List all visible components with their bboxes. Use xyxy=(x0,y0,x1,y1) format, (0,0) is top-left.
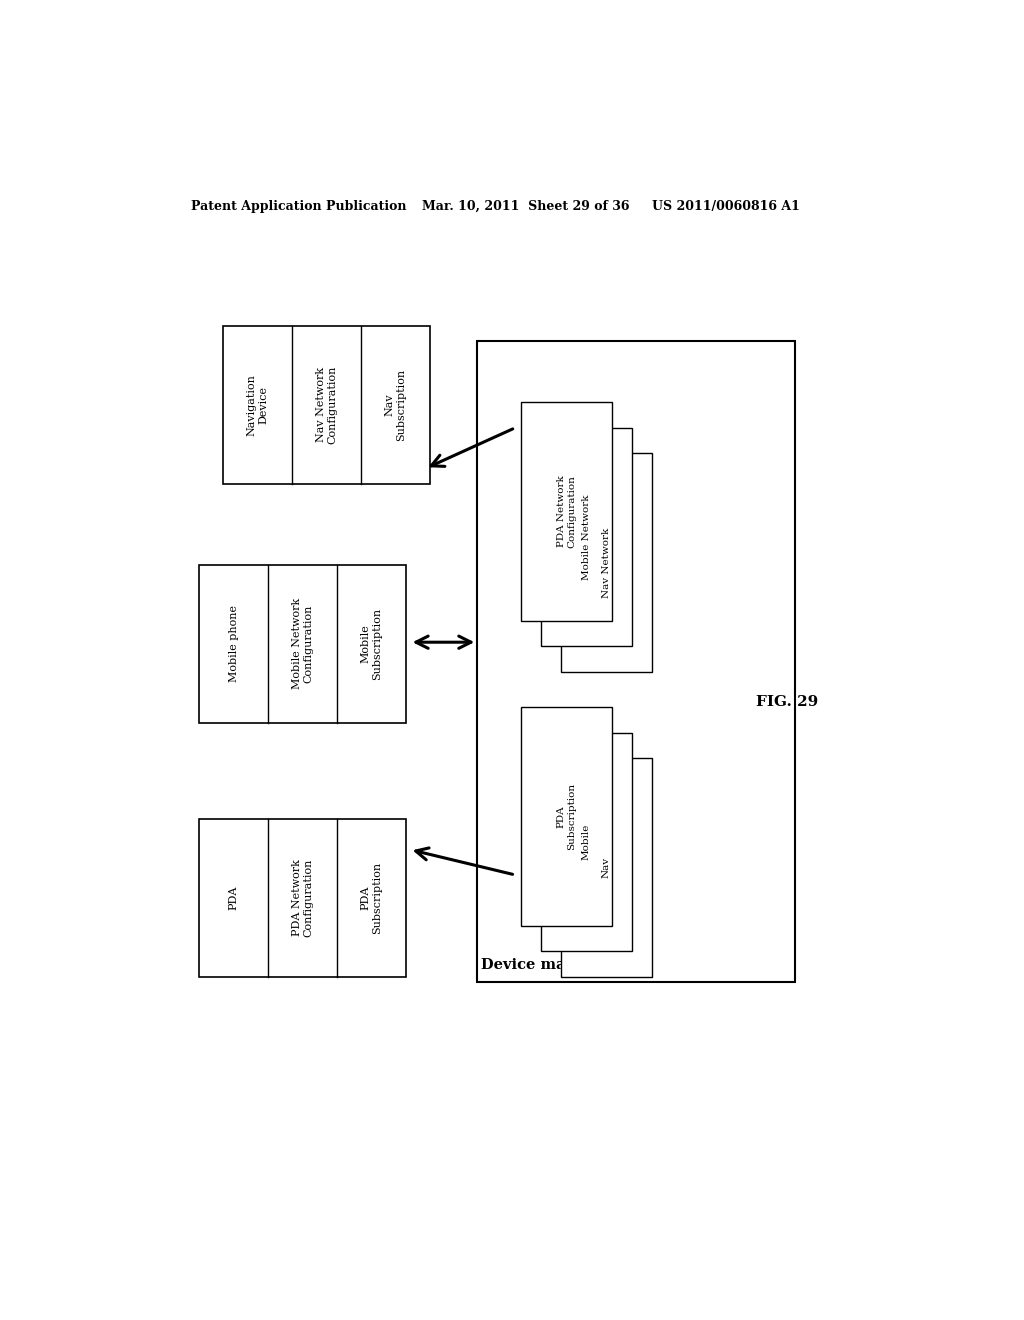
Text: Nav: Nav xyxy=(602,857,610,878)
Bar xyxy=(541,733,632,952)
Bar xyxy=(223,326,430,483)
Text: Mobile: Mobile xyxy=(582,824,591,861)
Text: Device manager: Device manager xyxy=(481,957,613,972)
Text: US 2011/0060816 A1: US 2011/0060816 A1 xyxy=(652,199,800,213)
Text: Nav Network
Configuration: Nav Network Configuration xyxy=(315,366,337,444)
Bar xyxy=(521,708,612,925)
Text: FIG. 29: FIG. 29 xyxy=(756,696,818,709)
Text: PDA: PDA xyxy=(228,886,239,909)
Bar xyxy=(521,403,612,620)
Bar xyxy=(477,342,795,982)
Text: PDA
Subscription: PDA Subscription xyxy=(557,783,577,850)
Text: Navigation
Device: Navigation Device xyxy=(247,374,268,436)
Text: Mobile Network: Mobile Network xyxy=(582,494,591,579)
Text: Nav
Subscription: Nav Subscription xyxy=(384,368,406,441)
Text: Mobile phone: Mobile phone xyxy=(228,606,239,682)
Text: Nav Network: Nav Network xyxy=(602,527,610,598)
Text: PDA
Subscription: PDA Subscription xyxy=(360,862,382,933)
Bar xyxy=(541,428,632,647)
Bar xyxy=(200,818,406,977)
Text: PDA Network
Configuration: PDA Network Configuration xyxy=(557,475,577,548)
Text: PDA Network
Configuration: PDA Network Configuration xyxy=(292,858,313,937)
Text: Mobile Network
Configuration: Mobile Network Configuration xyxy=(292,598,313,689)
Bar xyxy=(200,565,406,722)
Text: Patent Application Publication: Patent Application Publication xyxy=(191,199,407,213)
Bar xyxy=(560,453,652,672)
Bar xyxy=(560,758,652,977)
Text: Mobile
Subscription: Mobile Subscription xyxy=(360,607,382,680)
Text: Mar. 10, 2011  Sheet 29 of 36: Mar. 10, 2011 Sheet 29 of 36 xyxy=(422,199,629,213)
